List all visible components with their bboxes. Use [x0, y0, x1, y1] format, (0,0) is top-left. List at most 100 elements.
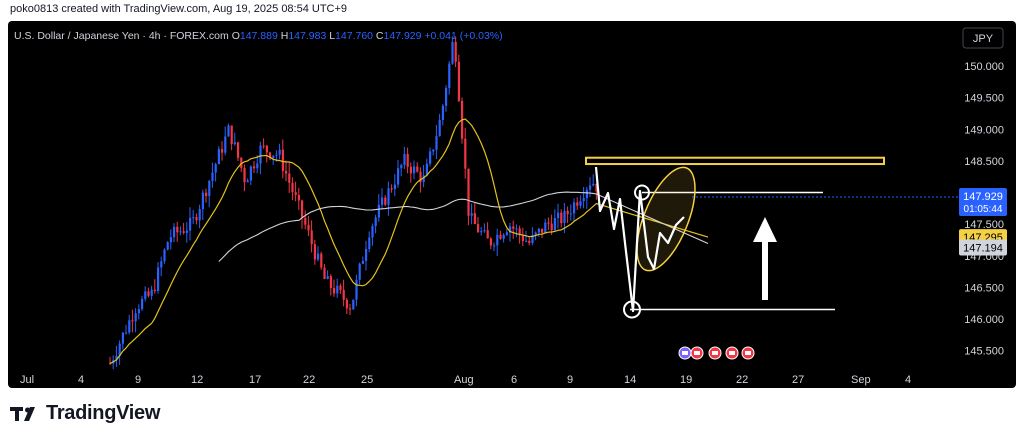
candle-body — [125, 332, 128, 334]
last-price-tag — [959, 187, 1007, 216]
event-flag-mark — [712, 351, 718, 355]
candle-body — [137, 309, 140, 314]
legend-text: U.S. Dollar / Japanese Yen · 4h · FOREX.… — [14, 30, 503, 42]
candle-body — [310, 230, 313, 245]
time-axis-tick: 4 — [905, 374, 911, 386]
candle-body — [195, 217, 198, 221]
candle-body — [157, 267, 160, 291]
candle-body — [438, 120, 441, 137]
candle-body — [329, 276, 332, 289]
candle-body — [432, 149, 435, 152]
candle-body — [317, 253, 320, 260]
candle-body — [550, 223, 553, 231]
candle-body — [531, 235, 534, 243]
candle-body — [422, 175, 425, 183]
time-axis-tick: 9 — [567, 374, 573, 386]
candle-body — [150, 289, 153, 296]
event-icons — [678, 346, 755, 360]
candle-body — [131, 320, 134, 322]
candle-body — [579, 201, 582, 206]
tradingview-wordmark: TradingView — [46, 402, 161, 424]
candle-body — [384, 197, 387, 205]
candle-body — [470, 213, 473, 216]
header-credit: poko0813 created with TradingView.com, A… — [10, 3, 348, 15]
candle-body — [419, 171, 422, 183]
candle-body — [198, 209, 201, 221]
candle-body — [589, 185, 592, 190]
candle-body — [512, 226, 515, 229]
candle-body — [243, 168, 246, 183]
candle-body — [291, 182, 294, 193]
candle-body — [496, 234, 499, 246]
candle-body — [377, 204, 380, 218]
chart-frame[interactable]: 150.000149.500149.000148.500148.000147.5… — [8, 21, 1016, 388]
consolidation-ellipse — [636, 166, 696, 272]
candle-body — [429, 151, 432, 164]
candle-body — [457, 61, 460, 101]
candle-body — [544, 222, 547, 233]
candle-body — [368, 237, 371, 249]
symbol-legend: U.S. Dollar / Japanese Yen · 4h · FOREX.… — [14, 30, 503, 42]
legend-c-label: C — [376, 30, 384, 42]
candle-body — [473, 213, 476, 225]
candle-body — [288, 173, 291, 183]
candle-body — [237, 142, 240, 158]
candle-body — [387, 188, 390, 205]
candle-body — [281, 149, 284, 171]
chart-svg[interactable]: 150.000149.500149.000148.500148.000147.5… — [8, 21, 1016, 388]
candle-body — [425, 163, 428, 176]
candle-body — [227, 125, 230, 137]
candle-body — [486, 230, 489, 239]
time-axis-tick: 9 — [135, 374, 141, 386]
event-flag-icon — [690, 346, 704, 360]
time-axis-tick: 4 — [78, 374, 84, 386]
candle-body — [336, 285, 339, 294]
candle-body — [381, 197, 384, 205]
ma-long-line — [218, 191, 709, 262]
candle-body — [134, 313, 137, 322]
candle-body — [307, 224, 310, 231]
candle-body — [345, 299, 348, 309]
candle-body — [240, 157, 243, 169]
ma-short-line — [109, 118, 709, 364]
candle-body — [176, 226, 179, 233]
candle-body — [483, 230, 486, 232]
time-axis-tick: 12 — [191, 374, 203, 386]
currency-button-label: JPY — [973, 33, 994, 45]
candle-body — [576, 202, 579, 206]
candle-body — [416, 166, 419, 172]
candle-body — [297, 195, 300, 201]
event-flag-icon — [741, 346, 755, 360]
candle-body — [320, 253, 323, 268]
candle-body — [534, 232, 537, 236]
candle-body — [285, 170, 288, 174]
candle-body — [121, 332, 124, 344]
candle-body — [173, 226, 176, 238]
candle-body — [224, 136, 227, 153]
time-axis-tick: 14 — [624, 374, 636, 386]
candle-body — [265, 145, 268, 153]
candle-body — [374, 217, 377, 227]
currency-button[interactable]: JPY — [962, 27, 1004, 49]
candle-body — [393, 184, 396, 190]
candle-body — [352, 299, 355, 310]
candle-body — [515, 228, 518, 230]
candle-body — [557, 212, 560, 219]
event-flag-mark — [682, 351, 688, 355]
candle-body — [301, 200, 304, 218]
time-axis-tick: 27 — [792, 374, 804, 386]
candle-body — [566, 210, 569, 215]
candle-body — [211, 172, 214, 181]
candle-body — [342, 289, 345, 300]
price-axis-tick: 148.500 — [964, 156, 1004, 168]
candle-body — [454, 41, 457, 62]
candle-body — [371, 226, 374, 238]
candle-body — [205, 192, 208, 197]
candle-body — [441, 105, 444, 121]
candle-body — [230, 125, 233, 145]
event-flag-mark — [729, 351, 735, 355]
price-axis-tick: 150.000 — [964, 61, 1004, 73]
candle-body — [153, 289, 156, 291]
candle-body — [246, 180, 249, 183]
